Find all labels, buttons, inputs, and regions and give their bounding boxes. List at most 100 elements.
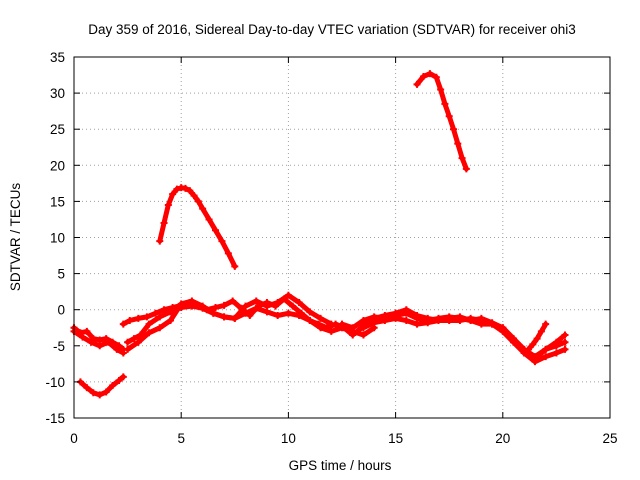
series-trace xyxy=(125,292,334,352)
data-point xyxy=(477,317,485,325)
data-point xyxy=(166,317,174,325)
data-point xyxy=(413,311,421,319)
series-arc-j xyxy=(370,306,569,363)
data-point xyxy=(96,342,104,350)
data-point xyxy=(552,338,560,346)
data-point xyxy=(449,125,457,133)
data-point xyxy=(561,345,569,353)
y-tick-label: -10 xyxy=(45,375,65,390)
y-tick-label: -5 xyxy=(53,339,65,354)
data-point xyxy=(458,154,466,162)
data-point xyxy=(533,335,541,343)
data-point xyxy=(186,187,194,195)
data-point xyxy=(145,329,153,337)
data-point xyxy=(542,345,550,353)
data-point xyxy=(314,320,322,328)
data-point xyxy=(529,340,537,348)
y-axis-label: SDTVAR / TECUs xyxy=(8,183,23,292)
data-point xyxy=(327,320,335,328)
data-point xyxy=(402,317,410,325)
data-point xyxy=(113,345,121,353)
series-arc-k xyxy=(525,320,550,353)
data-point xyxy=(306,317,314,325)
data-point xyxy=(96,391,104,399)
data-point xyxy=(199,302,207,310)
data-point xyxy=(83,327,91,335)
y-tick-label: 15 xyxy=(50,194,65,209)
data-point xyxy=(151,309,159,317)
data-point xyxy=(89,389,97,397)
data-point xyxy=(224,249,232,257)
data-point xyxy=(181,184,189,192)
x-axis-label: GPS time / hours xyxy=(289,458,392,473)
data-point xyxy=(164,201,172,209)
data-point xyxy=(467,314,475,322)
data-point xyxy=(561,331,569,339)
data-point xyxy=(145,320,153,328)
data-series xyxy=(70,70,569,399)
data-point xyxy=(124,345,132,353)
data-point xyxy=(212,304,220,312)
data-point xyxy=(295,298,303,306)
data-point xyxy=(173,185,181,193)
data-point xyxy=(188,297,196,305)
data-point xyxy=(229,297,237,305)
data-point xyxy=(426,70,434,78)
series-arc-g xyxy=(156,184,239,270)
data-point xyxy=(263,302,271,310)
series-trace xyxy=(157,185,238,269)
data-point xyxy=(349,324,357,332)
y-tick-label: 5 xyxy=(57,267,65,282)
y-tick-label: 20 xyxy=(50,158,65,173)
x-tick-label: 5 xyxy=(177,431,185,446)
data-point xyxy=(531,355,539,363)
data-point xyxy=(445,112,453,120)
data-point xyxy=(349,331,357,339)
data-point xyxy=(381,311,389,319)
chart-title: Day 359 of 2016, Sidereal Day-to-day VTE… xyxy=(88,22,575,37)
data-point xyxy=(83,384,91,392)
data-point xyxy=(220,313,228,321)
data-point xyxy=(156,313,164,321)
x-tick-label: 20 xyxy=(495,431,510,446)
data-point xyxy=(323,324,331,332)
data-point xyxy=(338,320,346,328)
data-point xyxy=(289,302,297,310)
data-point xyxy=(437,85,445,93)
data-point xyxy=(190,192,198,200)
data-point xyxy=(134,338,142,346)
data-point xyxy=(104,338,112,346)
data-point xyxy=(552,349,560,357)
data-point xyxy=(119,373,127,381)
data-point xyxy=(432,73,440,81)
data-point xyxy=(392,309,400,317)
data-point xyxy=(109,382,117,390)
axis-ticks: 0 5 10 15 20 25 -15 -10 -5 0 5 10 15 20 25 30 35 xyxy=(45,50,617,446)
series-arc-c xyxy=(76,373,127,399)
y-tick-label: 25 xyxy=(50,122,65,137)
data-point xyxy=(441,100,449,108)
data-point xyxy=(177,300,185,308)
data-point xyxy=(434,317,442,325)
data-point xyxy=(542,320,550,328)
data-point xyxy=(218,237,226,245)
data-point xyxy=(212,226,220,234)
x-tick-label: 10 xyxy=(281,431,296,446)
data-point xyxy=(79,333,87,341)
data-point xyxy=(119,320,127,328)
data-point xyxy=(359,317,367,325)
data-point xyxy=(445,317,453,325)
data-point xyxy=(284,309,292,317)
x-tick-label: 25 xyxy=(602,431,617,446)
data-point xyxy=(169,190,177,198)
data-point xyxy=(525,345,533,353)
data-point xyxy=(130,335,138,343)
data-point xyxy=(413,80,421,88)
data-point xyxy=(456,317,464,325)
data-point xyxy=(209,309,217,317)
data-point xyxy=(246,311,254,319)
data-point xyxy=(231,314,239,322)
data-point xyxy=(327,327,335,335)
data-point xyxy=(537,327,545,335)
